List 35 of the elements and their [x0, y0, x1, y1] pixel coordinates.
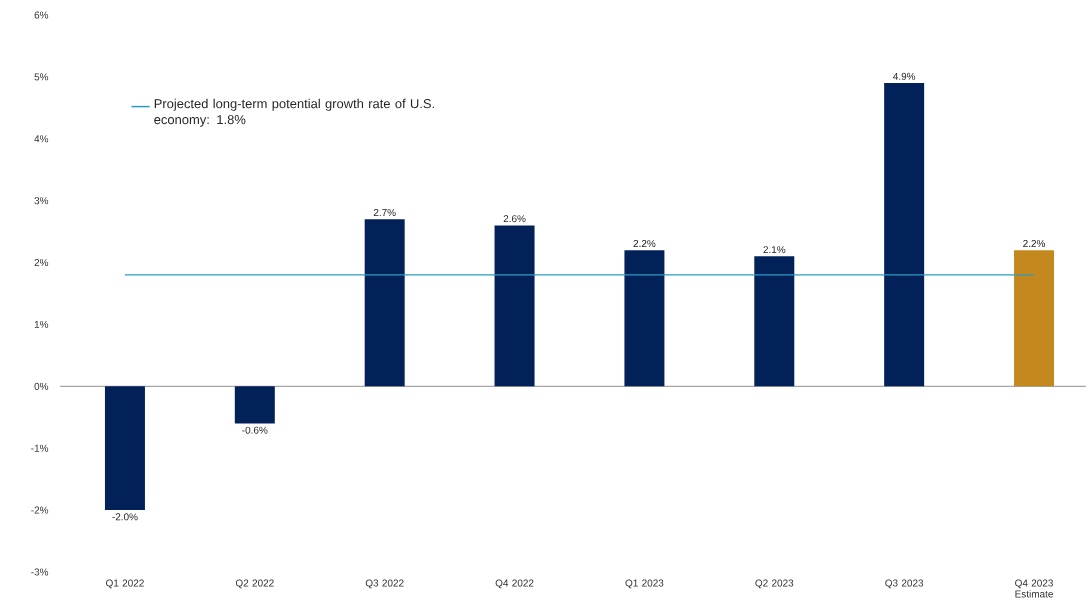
data-label: -0.6%	[242, 426, 268, 434]
data-label: 2.7%	[373, 209, 396, 217]
bar	[624, 250, 665, 387]
data-label: 2.2%	[1023, 239, 1046, 247]
bar	[104, 386, 145, 511]
data-label: 4.9%	[893, 72, 916, 80]
x-tick-label: Q2 2023	[755, 579, 794, 589]
y-tick-label: 6%	[34, 11, 49, 19]
bar	[1014, 250, 1055, 387]
y-tick-label: 1%	[34, 320, 49, 328]
x-tick-label: Q3 2023	[885, 579, 924, 589]
data-label: 2.2%	[633, 239, 656, 247]
y-tick-label: 2%	[34, 259, 49, 267]
bar	[884, 83, 925, 387]
bar	[234, 386, 275, 424]
bar	[364, 219, 405, 387]
x-tick-label: Q1 2022	[106, 579, 144, 589]
data-label: 2.1%	[763, 246, 786, 254]
y-tick-label: -1%	[31, 444, 49, 452]
x-tick-label: Q3 2022	[365, 579, 404, 589]
x-tick-label: Q4 2022	[495, 579, 534, 589]
y-tick-label: -3%	[31, 568, 49, 576]
legend-label: Projected long-term potential growth rate of U.S. economy: 1.8%	[154, 98, 434, 127]
x-tick-label: Q1 2023	[625, 579, 664, 589]
data-label: 2.6%	[503, 215, 526, 223]
bar	[494, 225, 535, 387]
y-tick-label: 5%	[34, 73, 49, 81]
data-label: -2.0%	[112, 513, 138, 521]
x-tick-label: Q4 2023 Estimate	[1015, 579, 1053, 598]
bar	[754, 256, 795, 387]
y-tick-label: 4%	[34, 135, 49, 143]
y-tick-label: 3%	[34, 197, 49, 205]
x-tick-label: Q2 2022	[235, 579, 274, 589]
y-tick-label: 0%	[34, 382, 49, 390]
y-tick-label: -2%	[31, 506, 49, 514]
